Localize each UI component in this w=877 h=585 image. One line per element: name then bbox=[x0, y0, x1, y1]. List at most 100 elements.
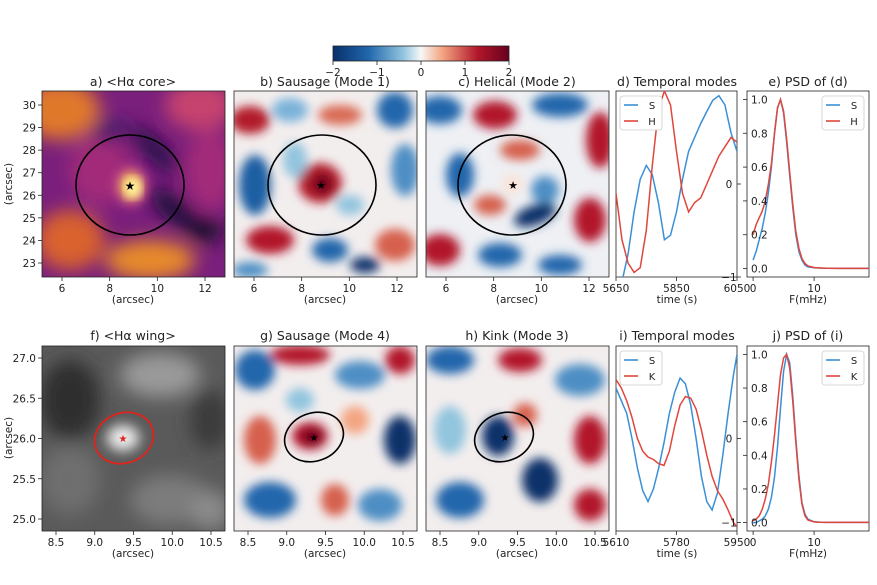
panel-h-xtick-label: 10.0 bbox=[545, 537, 568, 549]
legend-d-s: S bbox=[649, 101, 655, 112]
panel-b-xtick-label: 8 bbox=[298, 283, 305, 295]
panel-a-ytick-label: 29 bbox=[23, 123, 36, 135]
panel-c-xtick-label: 8 bbox=[490, 283, 497, 295]
panel-i-xtick-label: 5950 bbox=[724, 537, 751, 549]
panel-e-ytick-label: 0.0 bbox=[751, 264, 768, 276]
panel-c-mode-map bbox=[426, 91, 609, 277]
panel-b-title: b) Sausage (Mode 1) bbox=[260, 74, 390, 89]
panel-h-title: h) Kink (Mode 3) bbox=[465, 328, 568, 343]
panel-c-contour bbox=[457, 134, 567, 236]
panel-b-xtick-label: 6 bbox=[251, 283, 258, 295]
panel-a-xtick-label: 8 bbox=[106, 283, 113, 295]
panel-j-ytick-label: 0.4 bbox=[751, 450, 768, 462]
colorbar-tick-label: 0 bbox=[418, 67, 425, 79]
colorbar-tick-label: −1 bbox=[369, 67, 384, 79]
panel-a-ytick-label: 24 bbox=[23, 235, 37, 247]
panel-f-xtick-label: 9.5 bbox=[125, 537, 142, 549]
panel-e-ytick-label: 0.4 bbox=[751, 196, 768, 208]
colorbar: −2 −1 0 1 2 bbox=[325, 45, 513, 79]
panel-f-ytick-label: 25.0 bbox=[13, 514, 36, 526]
colorbar-tick-label: 1 bbox=[462, 67, 469, 79]
panel-a-xlabel: (arcsec) bbox=[112, 294, 154, 306]
panel-j-xtick-label: 0 bbox=[750, 537, 757, 549]
panel-g-mode-map bbox=[234, 346, 417, 531]
panel-b-star: ★ bbox=[316, 179, 326, 192]
panel-e-xtick-label: 0 bbox=[750, 283, 757, 295]
panel-e-xtick-label: 10 bbox=[807, 283, 820, 295]
panel-j-title: j) PSD of (i) bbox=[772, 328, 844, 343]
panel-c-xtick-label: 10 bbox=[535, 283, 548, 295]
panel-c-xtick-label: 6 bbox=[443, 283, 450, 295]
colorbar-tick-label: 2 bbox=[506, 67, 513, 79]
panel-d-xtick-label: 5850 bbox=[663, 283, 690, 295]
panel-j-ytick-label: 0.6 bbox=[751, 417, 768, 429]
panel-h-contour bbox=[473, 411, 535, 463]
panel-c-star: ★ bbox=[508, 179, 518, 192]
panel-c-xlabel: (arcsec) bbox=[496, 294, 538, 306]
panel-f-ytick-label: 26.5 bbox=[13, 393, 36, 405]
colorbar-tick-label: −2 bbox=[325, 67, 340, 79]
panel-c-xtick-label: 12 bbox=[582, 283, 595, 295]
panel-b-xtick-label: 10 bbox=[343, 283, 356, 295]
panel-a-ytick-label: 28 bbox=[23, 145, 36, 157]
panel-b-mode-map bbox=[234, 91, 417, 277]
panel-d-xlabel: time (s) bbox=[657, 294, 698, 306]
panel-j-legend: S K bbox=[821, 350, 865, 386]
row1-ylabel: (arcsec) bbox=[3, 163, 15, 205]
panel-h-star: ★ bbox=[501, 433, 510, 444]
row2-ylabel: (arcsec) bbox=[3, 417, 15, 459]
panel-j-ytick-label: 0.8 bbox=[751, 383, 768, 395]
panel-g-star: ★ bbox=[310, 433, 319, 444]
panel-i-line-k bbox=[616, 379, 737, 528]
panel-a-xtick-label: 6 bbox=[59, 283, 66, 295]
panel-a-title: a) <Hα core> bbox=[90, 74, 176, 89]
panel-e-series-group bbox=[752, 96, 869, 270]
panel-f-ytick-label: 27.0 bbox=[13, 353, 36, 365]
panel-d-line-s bbox=[616, 94, 737, 277]
panel-d-ytick-label: 0 bbox=[726, 179, 733, 191]
panel-b-xlabel: (arcsec) bbox=[304, 294, 346, 306]
panel-e-ytick-label: 0.6 bbox=[751, 162, 768, 174]
panel-g-title: g) Sausage (Mode 4) bbox=[260, 328, 390, 343]
panel-a-xtick-label: 12 bbox=[198, 283, 211, 295]
panel-a-ytick-label: 27 bbox=[23, 168, 36, 180]
panel-h-xlabel: (arcsec) bbox=[496, 548, 538, 560]
panel-h-xtick-label: 9.5 bbox=[509, 537, 526, 549]
panel-i-xtick-label: 5610 bbox=[603, 537, 630, 549]
panel-e-title: e) PSD of (d) bbox=[768, 74, 847, 89]
panel-e-ytick-label: 0.8 bbox=[751, 128, 768, 140]
panel-i-ytick-label: 0 bbox=[726, 434, 733, 446]
panel-g-xtick-label: 9.5 bbox=[317, 537, 334, 549]
panel-j-ytick-label: 1.0 bbox=[751, 349, 768, 361]
panel-j-ytick-label: 0.2 bbox=[751, 484, 768, 496]
panel-j-xlabel: F(mHz) bbox=[789, 548, 827, 560]
panel-i-legend: S K bbox=[619, 350, 663, 386]
panel-f-xlabel: (arcsec) bbox=[112, 548, 154, 560]
panel-e-line-h bbox=[752, 96, 869, 270]
legend-e-h: H bbox=[850, 117, 858, 128]
panel-i-xtick-label: 5780 bbox=[663, 537, 690, 549]
panel-i-xlabel: time (s) bbox=[657, 548, 698, 560]
panel-g-xtick-label: 10.0 bbox=[353, 537, 376, 549]
panel-j-ytick-label: 0.0 bbox=[751, 518, 768, 530]
panel-j-xtick-label: 10 bbox=[807, 537, 820, 549]
legend-j-s: S bbox=[851, 356, 857, 367]
panel-f-xtick-label: 10.0 bbox=[161, 537, 184, 549]
panel-a-frame bbox=[41, 90, 226, 278]
panel-g-xtick-label: 10.5 bbox=[391, 537, 414, 549]
panel-c-frame bbox=[425, 90, 610, 278]
panel-a-xtick-label: 10 bbox=[151, 283, 164, 295]
panel-a-ytick-label: 23 bbox=[23, 258, 36, 270]
panel-d-title: d) Temporal modes bbox=[617, 74, 737, 89]
panel-j-line-k bbox=[752, 352, 869, 524]
panel-f-xtick-label: 9.0 bbox=[86, 537, 103, 549]
panel-c-title: c) Helical (Mode 2) bbox=[458, 74, 575, 89]
panel-i-line-s bbox=[616, 354, 737, 512]
legend-j-k: K bbox=[851, 372, 858, 383]
panel-b-contour bbox=[267, 134, 377, 236]
panel-g-xtick-label: 8.5 bbox=[240, 537, 257, 549]
panel-f-contour bbox=[93, 411, 155, 465]
panel-a-core-map bbox=[42, 91, 225, 277]
panel-f-wing-map bbox=[42, 346, 225, 531]
